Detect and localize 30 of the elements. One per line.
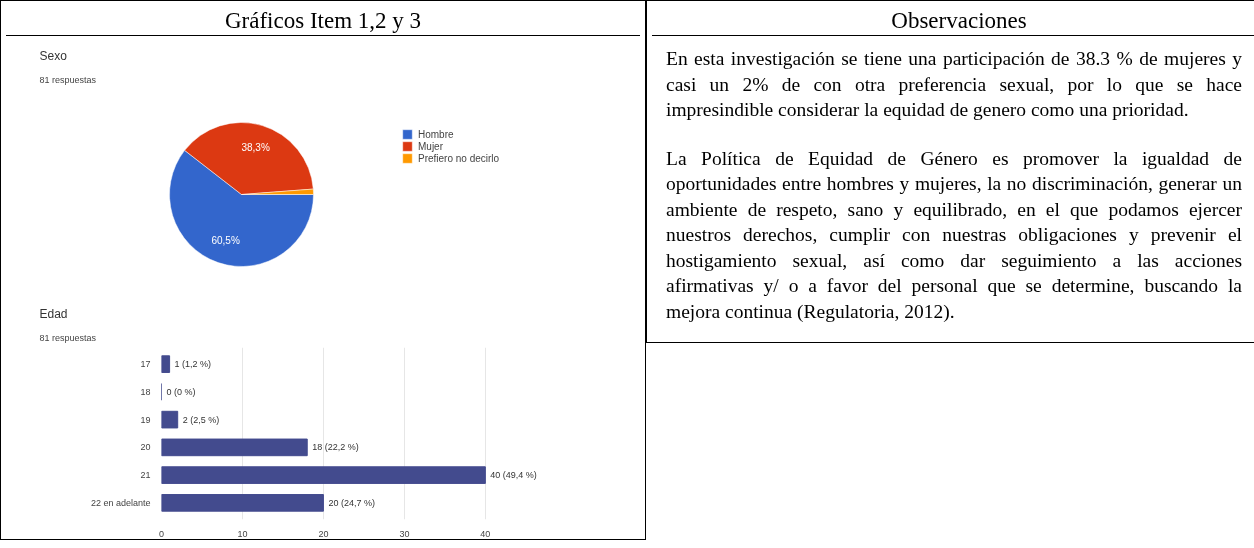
- text: Observaciones: [891, 7, 1027, 35]
- data-label: 0 (0 %): [166, 386, 196, 397]
- text: Gráficos Item 1,2 y 3: [224, 7, 422, 35]
- data-label: 20 (24,7 %): [328, 497, 375, 508]
- legend-label: Hombre: [418, 128, 454, 140]
- text: La Política de Equidad de Género es promover la igualdad de oportunidades entre hombres y mujeres, la no discriminación, generar un ambiente de respeto, sano y equilibrado, en el que podamos ejercer nuestros derechos, cumplir con nuestras obligaciones y prevenir el hostigamiento sexual, así como dar seguimiento a las acciones afirmativas y/ o a favor del personal que se determine, buscando la mejora continua (Regulatoria, 2012).: [666, 146, 1242, 324]
- data-label: 60,5%: [211, 235, 240, 247]
- data-label: 18 (22,2 %): [312, 442, 359, 453]
- text: 81 respuestas: [39, 74, 97, 85]
- legend-label: Mujer: [418, 140, 444, 152]
- x-tick-label: 0: [159, 528, 165, 539]
- text: Sexo: [39, 48, 68, 63]
- y-tick-label: 17: [140, 359, 151, 370]
- y-tick-label: 20: [140, 442, 151, 453]
- x-tick-label: 10: [237, 528, 248, 539]
- x-tick-label: 30: [399, 528, 410, 539]
- y-tick-label: 19: [140, 414, 151, 425]
- y-tick-label: 22 en adelante: [90, 497, 151, 508]
- legend-label: Prefiero no decirlo: [418, 152, 500, 164]
- data-label: 1 (1,2 %): [174, 359, 212, 370]
- x-tick-label: 40: [480, 528, 491, 539]
- y-tick-label: 18: [140, 386, 151, 397]
- text: En esta investigación se tiene una participación de 38.3 % de mujeres y casi un 2% de con otra preferencia sexual, por lo que se hace impresindible considerar la equidad de genero como una prioridad.: [666, 47, 1242, 122]
- data-label: 2 (2,5 %): [182, 414, 220, 425]
- data-label: 40 (49,4 %): [490, 470, 537, 481]
- x-tick-label: 20: [318, 528, 329, 539]
- data-label: 38,3%: [241, 142, 270, 154]
- text: 81 respuestas: [39, 332, 97, 343]
- text: Edad: [39, 306, 68, 321]
- y-tick-label: 21: [140, 470, 151, 481]
